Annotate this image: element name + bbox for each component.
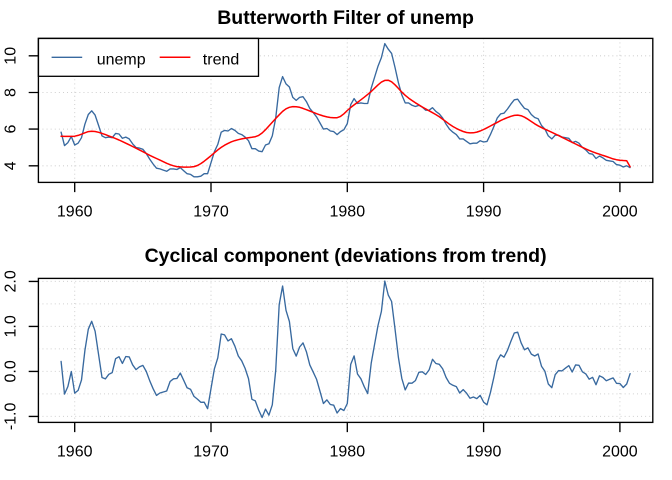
svg-text:-1.0: -1.0 — [3, 403, 20, 431]
svg-text:1980: 1980 — [330, 444, 366, 461]
svg-text:2.0: 2.0 — [3, 270, 20, 292]
svg-text:6: 6 — [3, 125, 20, 134]
svg-text:8: 8 — [3, 88, 20, 97]
svg-text:0.0: 0.0 — [3, 360, 20, 382]
svg-text:1990: 1990 — [466, 204, 502, 221]
svg-text:4: 4 — [3, 161, 20, 170]
svg-text:trend: trend — [203, 51, 239, 68]
svg-text:1990: 1990 — [466, 444, 502, 461]
svg-text:1970: 1970 — [193, 444, 229, 461]
svg-text:1.0: 1.0 — [3, 315, 20, 337]
svg-text:Butterworth Filter of unemp: Butterworth Filter of unemp — [217, 7, 474, 29]
svg-text:1960: 1960 — [57, 444, 93, 461]
svg-text:1970: 1970 — [193, 204, 229, 221]
svg-text:Cyclical component (deviations: Cyclical component (deviations from tren… — [145, 245, 547, 267]
svg-text:2000: 2000 — [602, 204, 638, 221]
svg-text:2000: 2000 — [602, 444, 638, 461]
svg-text:10: 10 — [3, 47, 20, 65]
svg-text:1960: 1960 — [57, 204, 93, 221]
svg-text:1980: 1980 — [330, 204, 366, 221]
svg-text:unemp: unemp — [97, 51, 146, 68]
